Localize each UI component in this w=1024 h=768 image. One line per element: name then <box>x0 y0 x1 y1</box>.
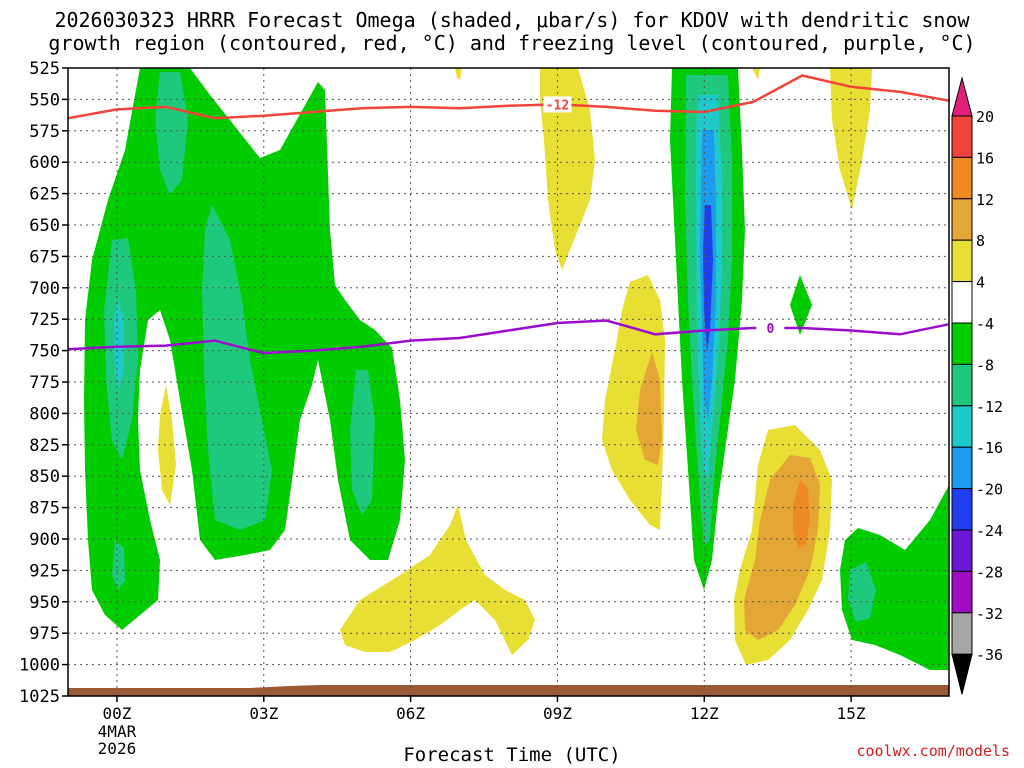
date-label-line: 2026 <box>98 739 137 758</box>
omega-fill-ascent-weak <box>790 275 812 335</box>
x-tick-label: 03Z <box>249 704 278 723</box>
colorbar-bin <box>951 198 973 241</box>
contour-lines: -12 0 <box>67 74 950 355</box>
omega-fill-subsidence-weak <box>540 68 595 270</box>
omega-fill-ascent-strong <box>114 300 124 390</box>
colorbar: 20 16 12 8 4 -4 -8 -12 -16 -20 -24 -28 -32 -36 <box>951 76 1003 695</box>
colorbar-label: 4 <box>976 274 985 292</box>
y-tick-label: 525 <box>29 59 60 79</box>
colorbar-bin <box>951 488 973 531</box>
colorbar-bin <box>951 363 973 407</box>
omega-fill-ascent-extreme <box>703 205 713 352</box>
x-tick-label: 15Z <box>837 704 866 723</box>
colorbar-bin <box>951 322 973 365</box>
y-tick-label: 625 <box>29 185 60 205</box>
colorbar-label: -24 <box>976 522 1003 540</box>
colorbar-label: 8 <box>976 232 985 250</box>
y-tick-label: 1025 <box>19 687 60 707</box>
grid-lines <box>68 67 949 697</box>
terrain-ridge <box>250 685 949 689</box>
y-tick-label: 650 <box>29 216 60 236</box>
y-tick-label: 725 <box>29 310 60 330</box>
omega-fill-subsidence-weak <box>455 68 462 80</box>
omega-fill-ascent-moderate <box>848 562 876 622</box>
omega-fill-subsidence-weak <box>830 68 872 210</box>
omega-fill-ascent-weak <box>840 485 949 670</box>
contour-line <box>67 319 950 355</box>
colorbar-bin <box>951 156 973 200</box>
omega-fill-subsidence-weak <box>340 505 535 655</box>
x-axis-title: Forecast Time (UTC) <box>403 744 621 766</box>
y-tick-label: 750 <box>29 342 60 362</box>
date-label-line: 4MAR <box>98 722 137 741</box>
y-tick-label: 875 <box>29 499 60 519</box>
colorbar-label: -16 <box>976 439 1003 457</box>
y-tick-label: 825 <box>29 436 60 456</box>
y-tick-label: 575 <box>29 122 60 142</box>
colorbar-label: -8 <box>976 356 994 374</box>
colorbar-bin <box>951 529 973 572</box>
contour-label-bg <box>756 319 785 336</box>
y-tick-label: 850 <box>29 467 60 487</box>
colorbar-over-arrow <box>951 76 973 117</box>
y-tick-label: 900 <box>29 530 60 550</box>
y-tick-label: 675 <box>29 247 60 267</box>
colorbar-bin <box>951 405 973 448</box>
contour-label: -12 <box>546 98 569 113</box>
colorbar-bin <box>951 570 973 614</box>
y-axis: 525 550 575 600 625 650 675 700 725 750 775 800 825 8… <box>19 59 68 707</box>
chart-title-line-2: growth region (contoured, red, °C) and f… <box>48 31 976 55</box>
colorbar-label: 12 <box>976 191 994 209</box>
omega-fill-ascent-moderate <box>112 540 125 590</box>
x-tick-label: 12Z <box>690 704 719 723</box>
y-tick-label: 600 <box>29 153 60 173</box>
colorbar-under-arrow <box>951 653 973 695</box>
x-tick-label: 00Z <box>102 704 131 723</box>
y-tick-label: 700 <box>29 279 60 299</box>
colorbar-label: -12 <box>976 398 1003 416</box>
omega-fill-ascent-moderate <box>350 370 375 515</box>
x-tick-label: 09Z <box>543 704 572 723</box>
y-tick-label: 1000 <box>19 656 60 676</box>
colorbar-label: -4 <box>976 315 994 333</box>
y-tick-label: 925 <box>29 561 60 581</box>
colorbar-bin <box>951 239 973 283</box>
omega-fill-ascent-moderate <box>202 205 272 530</box>
y-tick-label: 775 <box>29 373 60 393</box>
colorbar-label: -36 <box>976 646 1003 664</box>
x-tick-label: 06Z <box>396 704 425 723</box>
x-axis: 00Z 03Z 06Z 09Z 12Z 15Z <box>102 696 866 723</box>
colorbar-label: -32 <box>976 605 1003 623</box>
contour-label: 0 <box>766 322 774 337</box>
contour-label-bg <box>543 96 572 113</box>
colorbar-bin <box>951 281 973 324</box>
omega-fill-subsidence-strong <box>793 480 810 548</box>
y-tick-label: 950 <box>29 593 60 613</box>
colorbar-bin <box>951 115 973 158</box>
colorbar-bin <box>951 612 973 655</box>
y-tick-label: 975 <box>29 624 60 644</box>
omega-fill-subsidence-weak <box>602 275 665 530</box>
omega-fill-ascent-moderate <box>155 72 188 195</box>
colorbar-label: -20 <box>976 481 1003 499</box>
colorbar-label: 16 <box>976 149 994 167</box>
y-tick-label: 550 <box>29 90 60 110</box>
colorbar-label: 20 <box>976 108 994 126</box>
omega-fill-subsidence-weak <box>158 385 176 505</box>
watermark: coolwx.com/models <box>856 742 1010 760</box>
y-tick-label: 800 <box>29 404 60 424</box>
colorbar-bin <box>951 446 973 490</box>
omega-fill-subsidence-moderate <box>636 352 662 465</box>
omega-fill-subsidence-weak <box>752 68 760 80</box>
colorbar-label: -28 <box>976 563 1003 581</box>
contour-line <box>67 74 950 120</box>
chart-title-line-1: 2026030323 HRRR Forecast Omega (shaded, … <box>54 8 970 32</box>
terrain-strip <box>68 688 949 696</box>
